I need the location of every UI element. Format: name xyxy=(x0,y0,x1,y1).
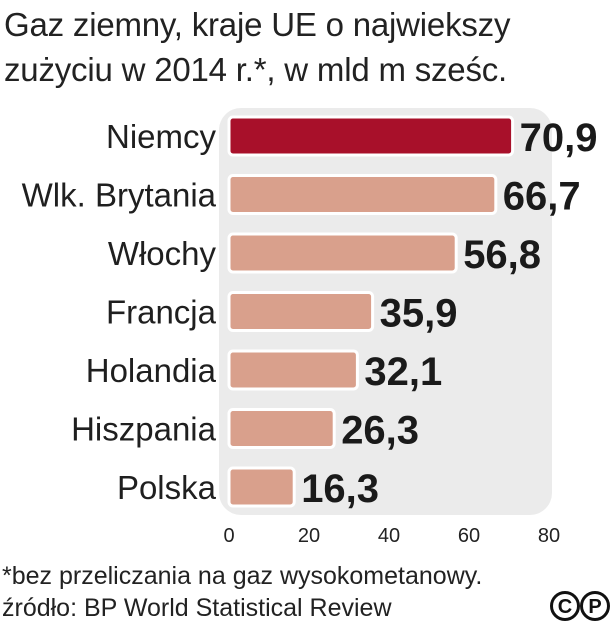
value-label: 35,9 xyxy=(380,292,458,336)
bar xyxy=(227,174,498,215)
bar xyxy=(227,291,375,332)
category-label: Wlk. Brytania xyxy=(22,177,217,214)
value-label: 32,1 xyxy=(364,350,442,394)
bar xyxy=(227,232,458,274)
source-text: źródło: BP World Statistical Review xyxy=(2,594,392,622)
x-tick-label: 0 xyxy=(223,525,234,547)
category-label: Holandia xyxy=(86,352,217,389)
bar xyxy=(227,466,296,508)
bar xyxy=(227,408,336,449)
value-label: 16,3 xyxy=(301,467,379,511)
svg-text:P: P xyxy=(588,596,601,618)
category-label: Niemcy xyxy=(106,118,217,155)
category-label: Polska xyxy=(117,469,217,506)
footnote-note: *bez przeliczania na gaz wysokometanowy. xyxy=(2,562,483,590)
chart-title-line1: Gaz ziemny, kraje UE o najwiekszy xyxy=(4,6,511,43)
x-axis-ticks: 0 20 40 60 80 xyxy=(223,525,560,547)
value-label: 26,3 xyxy=(341,409,419,453)
x-tick-label: 40 xyxy=(378,525,400,547)
bar xyxy=(227,349,359,391)
value-label: 70,9 xyxy=(520,116,598,160)
value-label: 66,7 xyxy=(503,175,581,219)
svg-text:C: C xyxy=(558,596,572,618)
category-label: Włochy xyxy=(108,235,217,272)
x-tick-label: 80 xyxy=(538,525,560,547)
bar xyxy=(227,115,515,157)
x-tick-label: 60 xyxy=(458,525,480,547)
footnote: *bez przeliczania na gaz wysokometanowy.… xyxy=(2,560,602,624)
category-label: Francja xyxy=(106,294,217,331)
bar-chart: Niemcy 70,9 Wlk. Brytania 66,7 Włochy 56,8 Fra… xyxy=(22,108,598,547)
value-label: 56,8 xyxy=(463,233,541,277)
category-label: Hiszpania xyxy=(71,411,217,448)
bars-group: Niemcy 70,9 Wlk. Brytania 66,7 Włochy 56,8 Fra… xyxy=(22,115,598,511)
cp-logo: C P xyxy=(550,591,610,621)
chart-title-line2: zużyciu w 2014 r.*, w mld m sześc. xyxy=(4,51,508,88)
chart-title: Gaz ziemny, kraje UE o najwiekszy zużyci… xyxy=(4,2,604,92)
x-tick-label: 20 xyxy=(298,525,320,547)
